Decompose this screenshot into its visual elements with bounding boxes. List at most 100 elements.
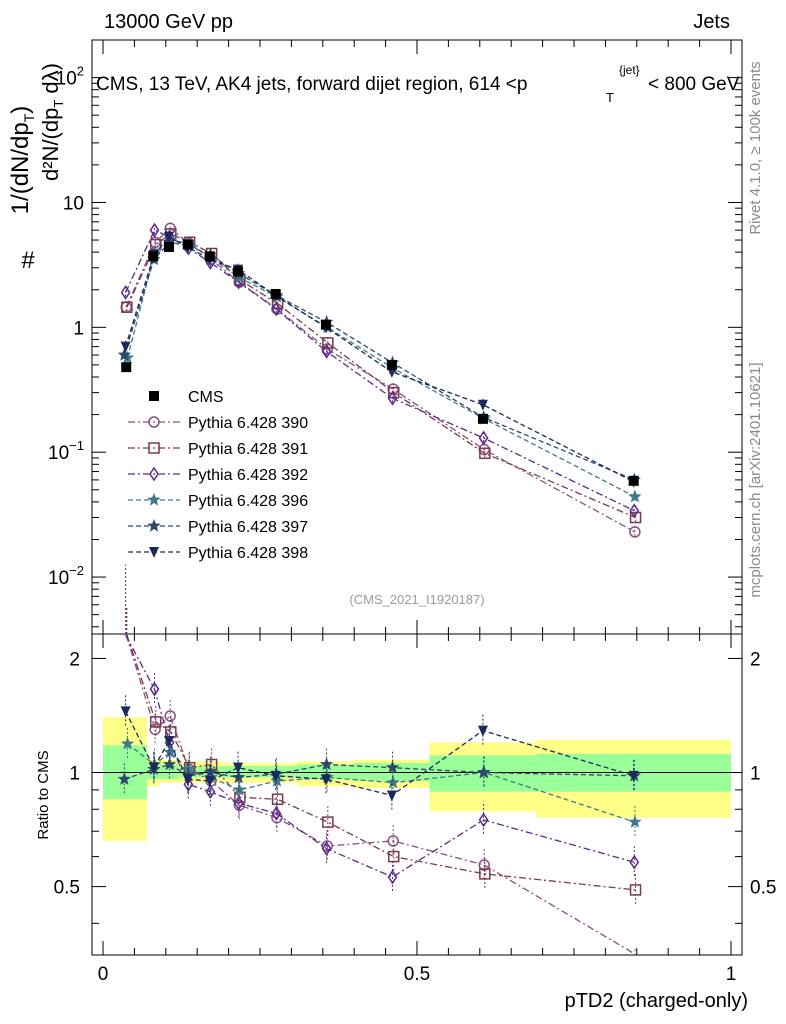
ratio-point [182, 774, 193, 786]
ratio-point [120, 706, 131, 718]
data-point [628, 475, 639, 486]
legend-label: Pythia 6.428 398 [188, 545, 308, 562]
ratio-point [628, 770, 639, 782]
series-point [629, 526, 641, 538]
series-point [117, 347, 132, 361]
ratio-point [319, 757, 334, 771]
legend-label: Pythia 6.428 392 [188, 467, 308, 484]
ratio-tick-label-left: 1 [69, 764, 80, 785]
ratio-point [205, 784, 216, 800]
series-main-line [125, 229, 635, 512]
y-tick-label: 102 [56, 64, 84, 90]
ratio-point [120, 736, 135, 750]
main-plot-frame: 10−2 10−1 1 10 102 [48, 39, 743, 635]
x-axis-label: pTD2 (charged-only) [565, 990, 748, 1012]
ratio-point [164, 710, 176, 722]
y-axis-label: # 1/(dN/dpT) d²N/(dpT dλ) [7, 63, 66, 274]
ratio-point [320, 774, 331, 786]
legend-marker [147, 492, 161, 506]
green-band-2 [159, 764, 179, 780]
ratio-tick-label-left: 2 [69, 649, 80, 670]
y-label-hash-outer: # [21, 247, 35, 274]
series-point [388, 386, 400, 399]
legend-marker-cms [149, 391, 159, 401]
ratio-point [163, 745, 178, 759]
series-ratio-line [125, 711, 634, 797]
x-tick-label-0.5: 0.5 [404, 964, 430, 985]
legend-marker [148, 442, 160, 454]
data-point [163, 241, 174, 252]
data-point [320, 319, 331, 330]
ratio-point [322, 816, 334, 828]
ratio-y-label: Ratio to CMS [35, 750, 52, 839]
ratio-point [233, 762, 244, 774]
ratio-point [476, 765, 491, 779]
ratio-point [385, 760, 400, 774]
series-point [120, 341, 131, 353]
ratio-point [270, 770, 281, 782]
data-point [182, 239, 193, 250]
ratio-point [233, 799, 246, 811]
side-rivet-label: Rivet 4.1.0, ≥ 100k events [747, 61, 764, 234]
ratio-point [478, 859, 490, 871]
series-point [628, 489, 642, 503]
ratio-point [149, 681, 160, 697]
series-main-line [126, 239, 636, 498]
legend-marker [147, 518, 161, 532]
series-point [478, 430, 489, 446]
series-392 [120, 222, 640, 894]
ratio-point [387, 835, 399, 847]
series-point [150, 238, 162, 251]
ratio-point [479, 868, 491, 880]
series-point [479, 447, 491, 460]
legend-marker [149, 466, 159, 482]
series-point [387, 390, 398, 406]
legend-entry: Pythia 6.428 390 [128, 415, 308, 432]
ratio-point [204, 775, 215, 787]
legend-label: Pythia 6.428 390 [188, 415, 308, 432]
ratio-point [232, 782, 247, 796]
series-point [163, 231, 174, 243]
x-tick-label-0: 0 [98, 964, 109, 985]
y-tick-label: 10−1 [48, 438, 84, 464]
ratio-point [270, 773, 284, 787]
ratio-point [271, 806, 282, 821]
series-point [271, 301, 282, 317]
series-point [121, 301, 133, 313]
series-397 [117, 235, 642, 796]
series-point [120, 285, 131, 300]
ratio-point [386, 775, 400, 789]
ratio-point [231, 770, 246, 784]
legend-entry: Pythia 6.428 398 [128, 545, 308, 562]
data-point [270, 288, 281, 299]
y-tick-label: 1 [73, 318, 84, 339]
legend-label: Pythia 6.428 396 [188, 493, 308, 510]
ratio-tick-label-right: 2 [750, 649, 761, 670]
series-point [629, 503, 640, 519]
ratio-point [629, 854, 640, 870]
ratio-point [149, 723, 161, 736]
legend-entry: Pythia 6.428 392 [128, 466, 308, 484]
series-point [629, 511, 642, 524]
ratio-point [117, 772, 132, 786]
plot-title: CMS, 13 TeV, AK4 jets, forward dijet reg… [96, 63, 740, 105]
legend-label-cms: CMS [188, 389, 224, 406]
ratio-point [386, 790, 397, 802]
green-band-8 [354, 762, 430, 781]
ratio-point [321, 841, 332, 856]
series-point [477, 399, 488, 411]
ratio-point [271, 811, 283, 824]
header-right-label: Jets [693, 11, 730, 33]
series-ratio-line [126, 634, 636, 891]
legend-entry-cms: CMS [149, 389, 224, 406]
ratio-point [387, 869, 398, 885]
title-main: CMS, 13 TeV, AK4 jets, forward dijet reg… [96, 74, 527, 95]
ratio-point [629, 884, 642, 896]
legend-label: Pythia 6.428 391 [188, 441, 308, 458]
header-left-label: 13000 GeV pp [104, 11, 233, 33]
legend-entry: Pythia 6.428 396 [128, 492, 308, 510]
data-point [233, 266, 244, 277]
series-point [149, 222, 160, 238]
ratio-point [271, 793, 284, 806]
ratio-point [477, 725, 488, 737]
